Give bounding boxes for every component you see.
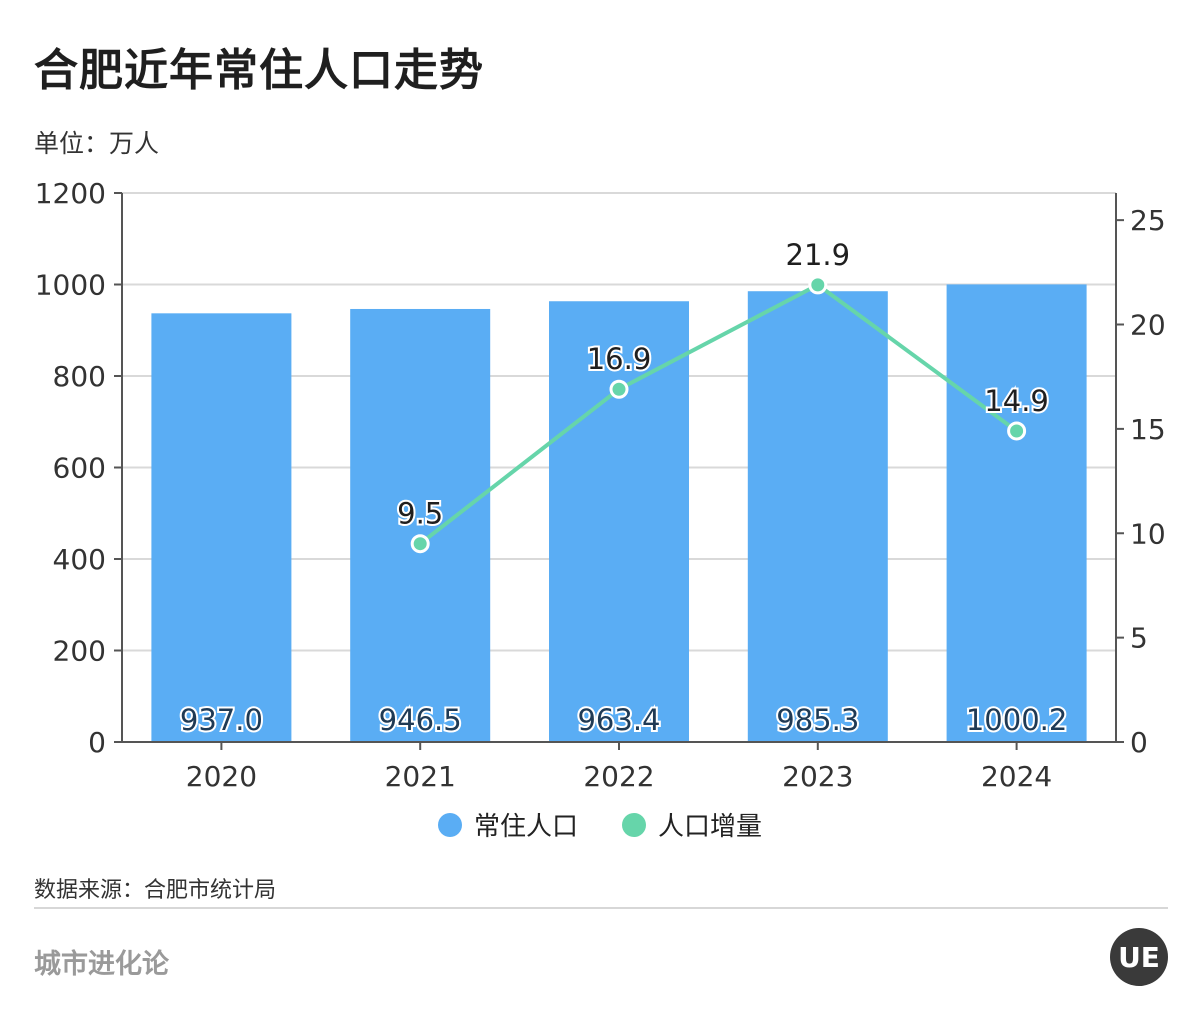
bar (151, 313, 292, 742)
left-axis-tick-label: 1000 (35, 269, 106, 302)
legend-label-increase: 人口增量 (658, 812, 763, 842)
legend-swatch-population (437, 812, 462, 837)
bar (946, 284, 1087, 742)
unit-label: 单位：万人 (34, 129, 160, 158)
x-axis-tick-label: 2020 (186, 760, 257, 793)
bar-value-label: 937.0 (180, 703, 263, 737)
left-axis-tick-label: 1200 (35, 177, 106, 210)
x-axis-tick-label: 2024 (981, 760, 1052, 793)
left-axis-tick-label: 600 (53, 452, 106, 485)
right-axis-tick-label: 25 (1130, 204, 1166, 237)
x-axis-tick-label: 2023 (782, 760, 853, 793)
line-value-label: 9.5 (397, 497, 443, 531)
line-point (410, 534, 430, 554)
line-value-label: 21.9 (786, 238, 851, 272)
left-axis-tick-label: 400 (53, 543, 106, 576)
right-axis-tick-label: 0 (1130, 726, 1148, 759)
legend-label-population: 常住人口 (473, 812, 578, 842)
divider (34, 907, 1168, 909)
legend-item-population: 常住人口 (437, 806, 578, 843)
right-axis-tick-label: 15 (1130, 413, 1166, 446)
x-axis-tick-label: 2022 (583, 760, 654, 793)
line-value-label: 14.9 (984, 384, 1049, 418)
bar-value-label: 985.3 (776, 703, 859, 737)
bar-value-label: 963.4 (577, 703, 660, 737)
line-series (418, 282, 1018, 546)
line-point (1007, 421, 1027, 441)
legend: 常住人口 人口增量 (0, 806, 1200, 843)
legend-item-increase: 人口增量 (622, 806, 762, 843)
bar (350, 308, 491, 742)
bar (549, 301, 689, 742)
right-axis-tick-label: 10 (1130, 517, 1166, 550)
brand-name: 城市进化论 (34, 949, 169, 980)
right-axis-tick-label: 5 (1130, 622, 1148, 655)
right-axis-tick-label: 20 (1130, 309, 1166, 342)
chart: 0 200 400 600 800 1000 1200 0 5 10 15 20 25 2020 2021 2… (35, 177, 1166, 793)
bar-value-label: 1000.2 (966, 703, 1067, 737)
left-axis-tick-label: 800 (53, 360, 106, 393)
bar (747, 291, 888, 742)
brand-logo-icon: UE (1110, 928, 1168, 986)
chart-title: 合肥近年常住人口走势 (34, 45, 484, 96)
line-value-label: 16.9 (587, 342, 652, 376)
line-point (808, 275, 828, 295)
left-axis-tick-label: 200 (53, 635, 106, 668)
source-note: 数据来源：合肥市统计局 (34, 878, 277, 903)
x-axis-tick-label: 2021 (385, 760, 456, 793)
line-point (609, 379, 629, 399)
left-axis-tick-label: 0 (88, 726, 106, 759)
legend-swatch-increase (622, 812, 646, 837)
bar-value-label: 946.5 (379, 703, 462, 737)
